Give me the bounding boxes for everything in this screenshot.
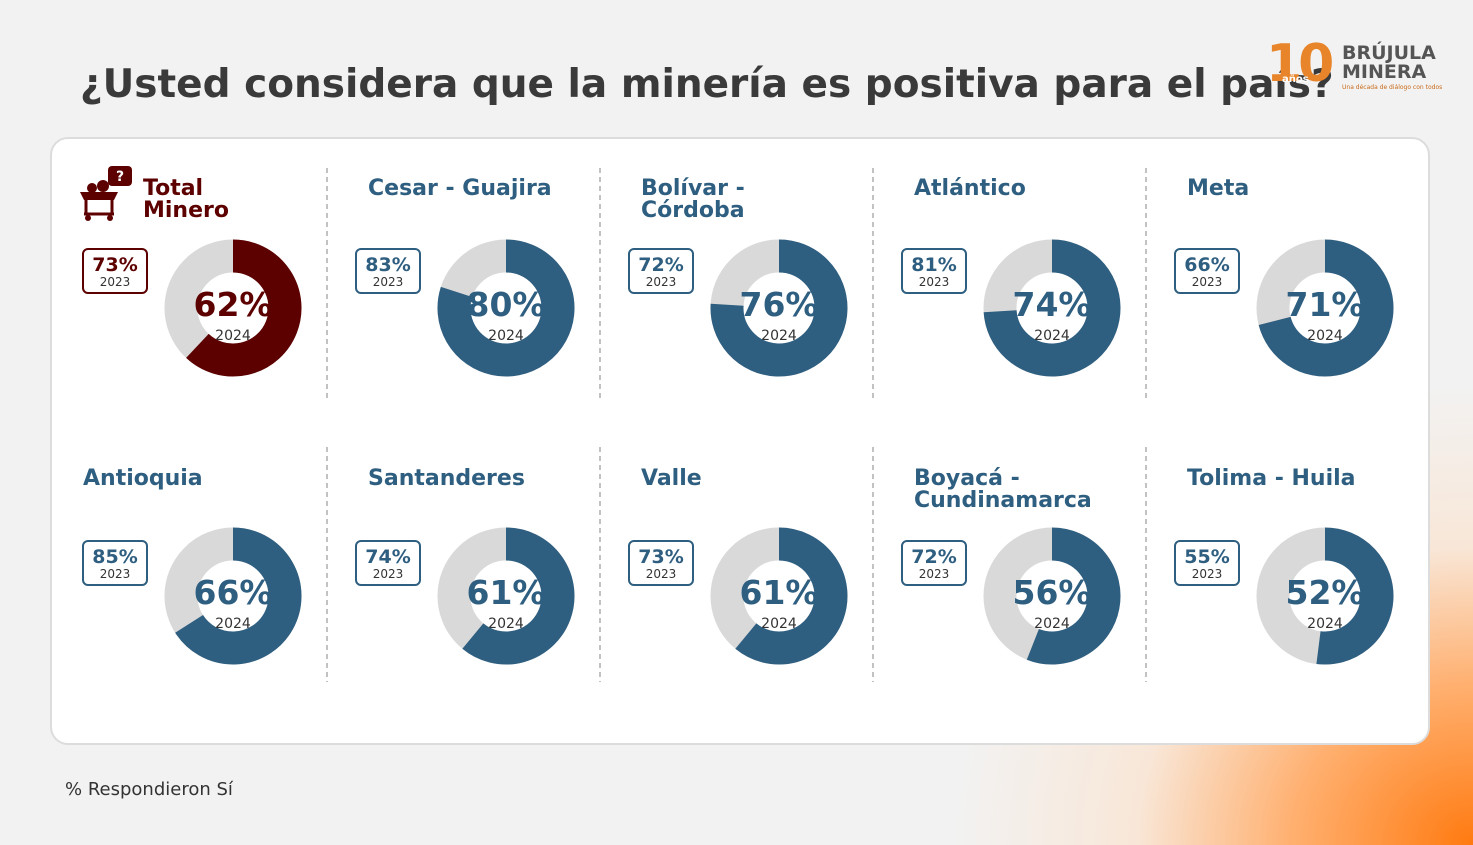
donut-year: 2024 bbox=[488, 328, 524, 344]
previous-value: 73% bbox=[92, 254, 138, 276]
previous-box: 66% 2023 bbox=[1174, 248, 1240, 294]
donut-year: 2024 bbox=[1307, 328, 1343, 344]
donut-arc bbox=[1316, 527, 1394, 665]
donut-arc bbox=[462, 527, 575, 665]
previous-box: 81% 2023 bbox=[901, 248, 967, 294]
panel-title: Santanderes bbox=[368, 466, 525, 491]
previous-value: 55% bbox=[1184, 546, 1230, 568]
donut-arc bbox=[186, 239, 302, 377]
svg-text:?: ? bbox=[116, 169, 124, 185]
donut-arc bbox=[983, 239, 1121, 377]
donut-value-label: 80% bbox=[467, 285, 546, 324]
logo-badge: años bbox=[1282, 74, 1309, 85]
panel-title: Atlántico bbox=[914, 176, 1026, 201]
previous-value: 81% bbox=[911, 254, 957, 276]
logo-line1: BRÚJULA bbox=[1342, 42, 1436, 64]
logo-line2: MINERA bbox=[1342, 61, 1427, 83]
previous-box: 72% 2023 bbox=[628, 248, 694, 294]
previous-box: 83% 2023 bbox=[355, 248, 421, 294]
donut-value-label: 52% bbox=[1286, 573, 1365, 612]
donut-value-label: 71% bbox=[1286, 285, 1365, 324]
previous-value: 66% bbox=[1184, 254, 1230, 276]
previous-box: 74% 2023 bbox=[355, 540, 421, 586]
footnote: % Respondieron Sí bbox=[65, 779, 233, 800]
panel-title: Bolívar - Córdoba bbox=[641, 176, 745, 223]
donut-year: 2024 bbox=[1307, 616, 1343, 632]
previous-value: 72% bbox=[638, 254, 684, 276]
previous-year: 2023 bbox=[99, 275, 131, 289]
donut-arc bbox=[735, 527, 848, 665]
previous-box: 72% 2023 bbox=[901, 540, 967, 586]
previous-box: 55% 2023 bbox=[1174, 540, 1240, 586]
logo-tagline: Una década de diálogo con todos bbox=[1342, 84, 1443, 91]
previous-year: 2023 bbox=[645, 567, 677, 581]
previous-year: 2023 bbox=[918, 275, 950, 289]
previous-value: 74% bbox=[365, 546, 411, 568]
panel-title: Antioquia bbox=[83, 466, 203, 491]
panel-title: Tolima - Huila bbox=[1187, 466, 1356, 491]
donut-year: 2024 bbox=[761, 328, 797, 344]
donut-arc bbox=[710, 239, 848, 377]
panel-title: Meta bbox=[1187, 176, 1250, 201]
panel-title: Total Minero bbox=[143, 176, 229, 223]
previous-box: 85% 2023 bbox=[82, 540, 148, 586]
previous-value: 72% bbox=[911, 546, 957, 568]
panel-title: Boyacá - Cundinamarca bbox=[914, 466, 1092, 513]
previous-year: 2023 bbox=[372, 567, 404, 581]
previous-year: 2023 bbox=[372, 275, 404, 289]
previous-year: 2023 bbox=[99, 567, 131, 581]
donut-year: 2024 bbox=[215, 616, 251, 632]
donut-arc bbox=[1258, 239, 1394, 377]
donut-value-label: 62% bbox=[194, 285, 273, 324]
donut-value-label: 61% bbox=[740, 573, 819, 612]
donut-year: 2024 bbox=[215, 328, 251, 344]
donut-year: 2024 bbox=[488, 616, 524, 632]
previous-box: 73% 2023 bbox=[628, 540, 694, 586]
previous-box: 73% 2023 bbox=[82, 248, 148, 294]
cart-icon: ? bbox=[80, 166, 132, 221]
page-title: ¿Usted considera que la minería es posit… bbox=[80, 62, 1334, 107]
donut-arc bbox=[1026, 527, 1121, 665]
logo-number: 10 bbox=[1266, 34, 1334, 94]
previous-value: 85% bbox=[92, 546, 138, 568]
logo: 10 años BRÚJULA MINERA Una década de diá… bbox=[1266, 34, 1442, 100]
donut-year: 2024 bbox=[1034, 616, 1070, 632]
donut-value-label: 66% bbox=[194, 573, 273, 612]
previous-year: 2023 bbox=[645, 275, 677, 289]
previous-value: 83% bbox=[365, 254, 411, 276]
donut-arc bbox=[437, 239, 575, 377]
donut-value-label: 76% bbox=[740, 285, 819, 324]
donut-value-label: 74% bbox=[1013, 285, 1092, 324]
previous-year: 2023 bbox=[1191, 567, 1223, 581]
donut-value-label: 56% bbox=[1013, 573, 1092, 612]
previous-year: 2023 bbox=[1191, 275, 1223, 289]
donut-arc bbox=[175, 527, 302, 665]
previous-value: 73% bbox=[638, 546, 684, 568]
panel-title: Cesar - Guajira bbox=[368, 176, 552, 201]
previous-year: 2023 bbox=[918, 567, 950, 581]
donut-year: 2024 bbox=[1034, 328, 1070, 344]
panel-title: Valle bbox=[641, 466, 702, 491]
donut-year: 2024 bbox=[761, 616, 797, 632]
donut-value-label: 61% bbox=[467, 573, 546, 612]
